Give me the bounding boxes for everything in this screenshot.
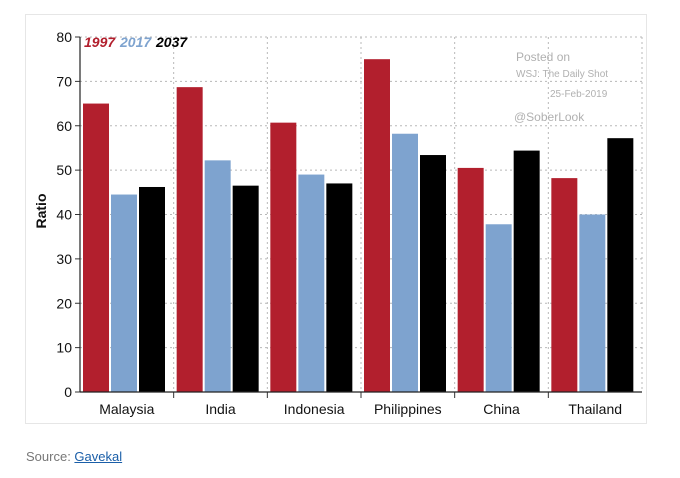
y-tick-label: 80	[56, 29, 72, 45]
legend-entry-2017: 2017	[119, 34, 152, 50]
bar-1997-thailand	[551, 178, 578, 392]
source-prefix: Source:	[26, 449, 75, 464]
bar-2017-malaysia	[111, 194, 137, 392]
bar-1997-malaysia	[83, 103, 109, 392]
bar-chart: 0 10 20 30 40 50 60 70 80 Malaysia India Indonesia P…	[33, 29, 643, 417]
chart-container: 0 10 20 30 40 50 60 70 80 Malaysia India Indonesia P…	[25, 14, 647, 424]
y-tick-label: 0	[64, 384, 72, 400]
source-note: Source: Gavekal	[26, 449, 122, 464]
bar-1997-china	[457, 167, 484, 392]
y-tick-label: 20	[56, 295, 72, 311]
x-tick-label: Malaysia	[99, 401, 154, 417]
x-tick-label: India	[205, 401, 236, 417]
bar-1997-indonesia	[270, 122, 297, 393]
y-tick-label: 60	[56, 118, 72, 134]
y-tick-label: 40	[56, 207, 72, 223]
axes	[75, 36, 642, 398]
watermark-date: 25-Feb-2019	[550, 89, 608, 100]
tick-labels: 0 10 20 30 40 50 60 70 80 Malaysia India Indonesia P…	[56, 29, 622, 417]
bar-2037-china	[513, 150, 540, 392]
bar-1997-philippines	[364, 59, 390, 392]
y-axis-label: Ratio	[33, 194, 49, 229]
bar-2017-india	[204, 160, 231, 392]
x-tick-label: Philippines	[374, 401, 442, 417]
bar-1997-india	[176, 87, 203, 393]
y-tick-label: 30	[56, 251, 72, 267]
x-tick-label: Indonesia	[284, 401, 345, 417]
bar-2037-indonesia	[326, 183, 353, 392]
bars	[83, 59, 634, 393]
bar-2037-thailand	[607, 138, 634, 392]
legend: 1997 2017 2037	[84, 34, 188, 50]
y-tick-label: 10	[56, 340, 72, 356]
y-tick-label: 50	[56, 162, 72, 178]
bar-2017-indonesia	[298, 174, 325, 392]
watermark-handle: @SoberLook	[514, 110, 585, 124]
x-tick-label: China	[483, 401, 520, 417]
grid-lines	[80, 36, 643, 392]
legend-entry-1997: 1997	[84, 34, 116, 50]
source-link[interactable]: Gavekal	[74, 449, 123, 464]
watermark-source: WSJ: The Daily Shot	[516, 69, 608, 80]
watermark: Posted on WSJ: The Daily Shot 25-Feb-201…	[514, 50, 608, 124]
bar-2017-thailand	[579, 214, 606, 392]
bar-2017-philippines	[392, 133, 418, 393]
bar-2017-china	[485, 224, 512, 392]
bar-2037-philippines	[420, 155, 446, 392]
bar-2037-malaysia	[139, 186, 165, 392]
watermark-posted-on: Posted on	[516, 50, 570, 64]
bar-2037-india	[232, 185, 259, 392]
legend-entry-2037: 2037	[155, 34, 188, 50]
x-tick-label: Thailand	[568, 401, 622, 417]
y-tick-label: 70	[56, 73, 72, 89]
